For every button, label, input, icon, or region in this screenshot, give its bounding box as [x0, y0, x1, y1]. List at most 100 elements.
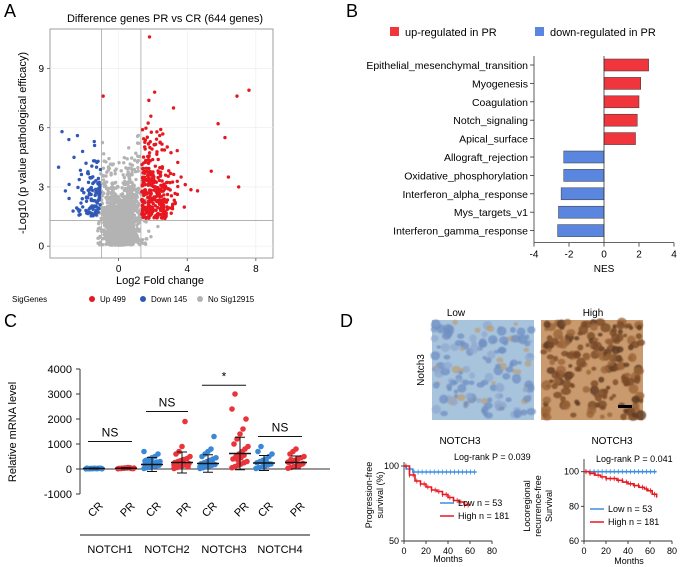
km2-title: NOTCH3	[591, 436, 633, 447]
volcano-point-up	[150, 183, 154, 188]
mrna-labels: CR PR NS NOTCH1 CR PR NS NOTCH2 CR PR * NOTCH3 CR PR N…	[80, 369, 310, 556]
ihc-high-cell	[566, 372, 573, 378]
ihc-low-cell	[453, 389, 459, 394]
volcano-point-nosig	[109, 171, 113, 175]
volcano-point-down	[81, 205, 85, 209]
km1-xlabel: Months	[433, 554, 463, 564]
volcano-point-up	[159, 216, 164, 220]
volcano-point-nosig	[101, 178, 106, 182]
mrna-point	[208, 446, 214, 452]
volcano-point-nosig	[134, 234, 138, 238]
volcano-point-up	[150, 147, 154, 151]
volcano-point-up	[158, 173, 163, 177]
volcano-point-nosig	[122, 175, 127, 180]
ihc-high-cell	[552, 355, 559, 362]
volcano-point-nosig	[133, 199, 137, 204]
volcano-point-nosig	[110, 208, 114, 213]
volcano-point-nosig	[117, 197, 122, 201]
ihc-high-cell	[585, 343, 590, 348]
ihc-low-cell	[505, 397, 512, 403]
legend-up-marker	[89, 296, 95, 302]
ihc-low-cell	[476, 398, 483, 403]
mrna-gene-label: NOTCH4	[257, 544, 302, 556]
volcano-point-nosig	[106, 190, 111, 194]
volcano-point-up	[149, 199, 153, 204]
volcano-point-down	[94, 189, 98, 194]
volcano-point-outlier	[223, 135, 227, 140]
volcano-point-up	[147, 151, 152, 155]
volcano-point-up	[149, 130, 154, 134]
ihc-high-cell	[621, 379, 629, 384]
volcano-point-up	[169, 150, 173, 155]
ihc-low-cell	[439, 394, 449, 404]
volcano-point-nosig	[97, 219, 101, 224]
volcano-point-nosig	[105, 215, 109, 219]
ihc-high-cell	[546, 354, 554, 360]
volcano-point-up	[189, 188, 193, 192]
volcano-point-outlier	[247, 88, 251, 92]
volcano-title: Difference genes PR vs CR (644 genes)	[67, 13, 263, 25]
km-ytick-label: 80	[569, 501, 579, 511]
volcano-point-up	[153, 164, 158, 168]
volcano-point-nosig	[127, 215, 131, 219]
mrna-point	[293, 446, 299, 452]
ihc-low-cell	[443, 354, 451, 360]
volcano-point-down	[80, 187, 85, 191]
gsea-category-label: Epithelial_mesenchymal_transition	[366, 60, 528, 72]
ihc-low-cell	[457, 333, 465, 339]
volcano-point-nosig	[135, 238, 139, 243]
legend-nosig-marker	[197, 296, 203, 302]
mrna-condition-label: CR	[256, 500, 276, 520]
ihc-high-cell	[633, 377, 641, 384]
ihc-low-cell	[469, 380, 475, 386]
volcano-point-nosig	[113, 204, 117, 209]
volcano-point-nosig	[102, 228, 106, 232]
volcano-point-up	[163, 200, 167, 204]
ihc-high-cell	[565, 351, 575, 359]
volcano-point-down	[97, 186, 102, 190]
ihc-low-cell	[523, 395, 532, 403]
ihc-high-cell	[589, 322, 598, 331]
gsea-bar	[603, 77, 641, 90]
volcano-point-up	[176, 160, 180, 165]
volcano-point-up	[146, 211, 151, 215]
km-ytick-label: 100	[384, 461, 399, 471]
volcano-point-up	[159, 127, 163, 132]
panel-label-c: C	[4, 311, 17, 331]
ihc-high-cell	[576, 366, 582, 372]
ihc-low-cell	[527, 326, 536, 334]
km-xtick-label: 0	[581, 546, 586, 556]
km2-legend-low: Low n = 53	[608, 504, 652, 514]
km2-xlabel: Months	[614, 556, 644, 566]
ihc-low-cell	[496, 357, 504, 363]
km-xtick-label: 40	[443, 546, 453, 556]
km1-logrank: Log-rank P = 0.039	[454, 452, 531, 462]
ihc-low-cell	[469, 372, 476, 379]
ihc-high-cell	[540, 349, 548, 355]
ihc-low-cell	[484, 372, 494, 382]
volcano-point-up	[144, 166, 148, 170]
volcano-point-nosig	[126, 208, 131, 212]
ihc-low-cell	[463, 403, 468, 409]
ihc-low-cell	[516, 327, 526, 336]
volcano-point-down	[97, 196, 102, 201]
legend-down-label: Down 145	[151, 295, 188, 304]
volcano-point-nosig	[115, 228, 119, 232]
volcano-point-nosig	[115, 240, 119, 244]
ihc-low-cell	[476, 382, 485, 388]
volcano-point-nosig	[117, 203, 121, 207]
ihc-high-cell	[553, 329, 563, 340]
volcano-ytick-label: 0	[38, 242, 44, 253]
volcano-point-up	[147, 98, 151, 103]
mrna-ytick-label: -1000	[44, 489, 72, 501]
volcano-point-nosig	[96, 241, 100, 245]
gsea-xtick-label: 4	[671, 250, 677, 261]
volcano-point-nosig	[122, 155, 127, 160]
volcano-point-nosig	[111, 234, 116, 238]
volcano-point-nosig	[122, 161, 126, 165]
ihc-high-cell	[604, 338, 613, 345]
volcano-point-nosig	[133, 158, 137, 162]
volcano-point-nosig	[114, 235, 118, 240]
ihc-low-cell	[522, 387, 529, 393]
volcano-point-nosig	[100, 242, 105, 247]
